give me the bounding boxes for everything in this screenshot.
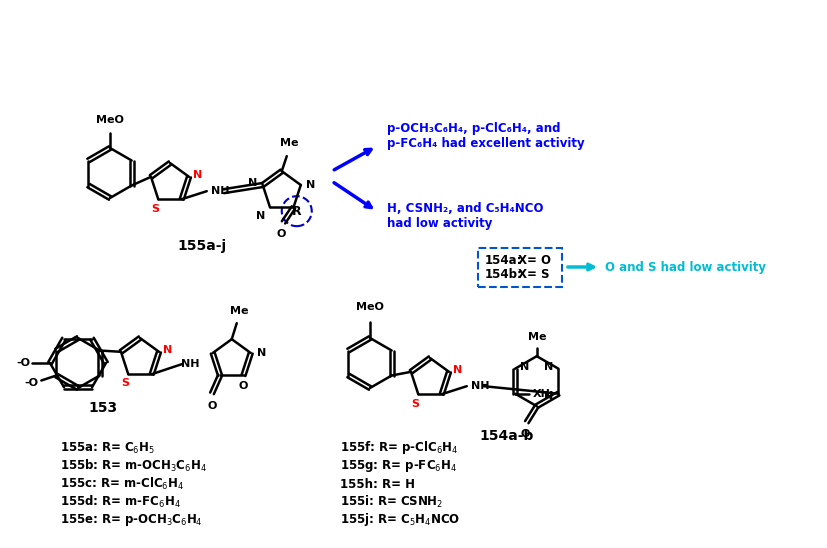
Text: p-OCH₃C₆H₄, p-ClC₆H₄, and
p-FC₆H₄ had excellent activity: p-OCH₃C₆H₄, p-ClC₆H₄, and p-FC₆H₄ had ex… (387, 122, 585, 150)
Text: N: N (453, 365, 462, 375)
Text: N: N (163, 345, 172, 355)
Text: XH: XH (533, 389, 551, 399)
Text: -O: -O (16, 358, 30, 368)
Text: S: S (411, 399, 419, 409)
Text: X= O: X= O (518, 254, 551, 266)
Text: MeO: MeO (356, 302, 384, 312)
Text: 153: 153 (88, 401, 117, 415)
Text: 154a-b: 154a-b (480, 429, 534, 443)
Text: N: N (520, 362, 529, 372)
Text: R: R (292, 205, 302, 218)
Text: N: N (193, 170, 203, 180)
Text: 155a: R= C$_6$H$_5$: 155a: R= C$_6$H$_5$ (60, 441, 155, 455)
Text: 154b:: 154b: (485, 269, 523, 282)
Text: Me: Me (528, 332, 546, 342)
Text: O: O (208, 401, 217, 412)
Text: N: N (248, 178, 258, 188)
Text: NH: NH (180, 359, 199, 369)
Text: X= S: X= S (518, 269, 549, 282)
Text: 155e: R= p-OCH$_3$C$_6$H$_4$: 155e: R= p-OCH$_3$C$_6$H$_4$ (60, 512, 203, 528)
Text: N: N (306, 180, 315, 190)
Text: MeO: MeO (96, 115, 124, 125)
Text: O: O (239, 381, 248, 391)
Text: 155d: R= m-FC$_6$H$_4$: 155d: R= m-FC$_6$H$_4$ (60, 494, 181, 510)
Text: 155i: R= CSNH$_2$: 155i: R= CSNH$_2$ (340, 494, 443, 510)
Text: -O: -O (24, 379, 38, 389)
Text: Me: Me (280, 138, 298, 148)
Text: H, CSNH₂, and C₅H₄NCO
had low activity: H, CSNH₂, and C₅H₄NCO had low activity (387, 202, 543, 230)
Text: NH: NH (211, 186, 229, 196)
Text: 154a:: 154a: (485, 254, 523, 266)
Text: 155c: R= m-ClC$_6$H$_4$: 155c: R= m-ClC$_6$H$_4$ (60, 476, 184, 492)
Text: N: N (544, 362, 553, 372)
Text: 155h: R= H: 155h: R= H (340, 477, 415, 490)
Text: S: S (122, 378, 129, 388)
Text: 155f: R= p-ClC$_6$H$_4$: 155f: R= p-ClC$_6$H$_4$ (340, 439, 458, 456)
Text: 155b: R= m-OCH$_3$C$_6$H$_4$: 155b: R= m-OCH$_3$C$_6$H$_4$ (60, 458, 207, 474)
Text: 155a-j: 155a-j (177, 239, 227, 253)
Text: O and S had low activity: O and S had low activity (605, 260, 766, 273)
Text: 155j: R= C$_5$H$_4$NCO: 155j: R= C$_5$H$_4$NCO (340, 511, 460, 528)
Text: O: O (520, 429, 529, 439)
Text: O: O (277, 230, 286, 239)
Text: Me: Me (230, 306, 248, 316)
Text: S: S (151, 204, 160, 214)
Text: N: N (544, 391, 553, 401)
Text: N: N (256, 212, 265, 221)
Text: N: N (256, 348, 266, 358)
Text: 155g: R= p-FC$_6$H$_4$: 155g: R= p-FC$_6$H$_4$ (340, 458, 457, 474)
Text: NH: NH (471, 381, 489, 391)
